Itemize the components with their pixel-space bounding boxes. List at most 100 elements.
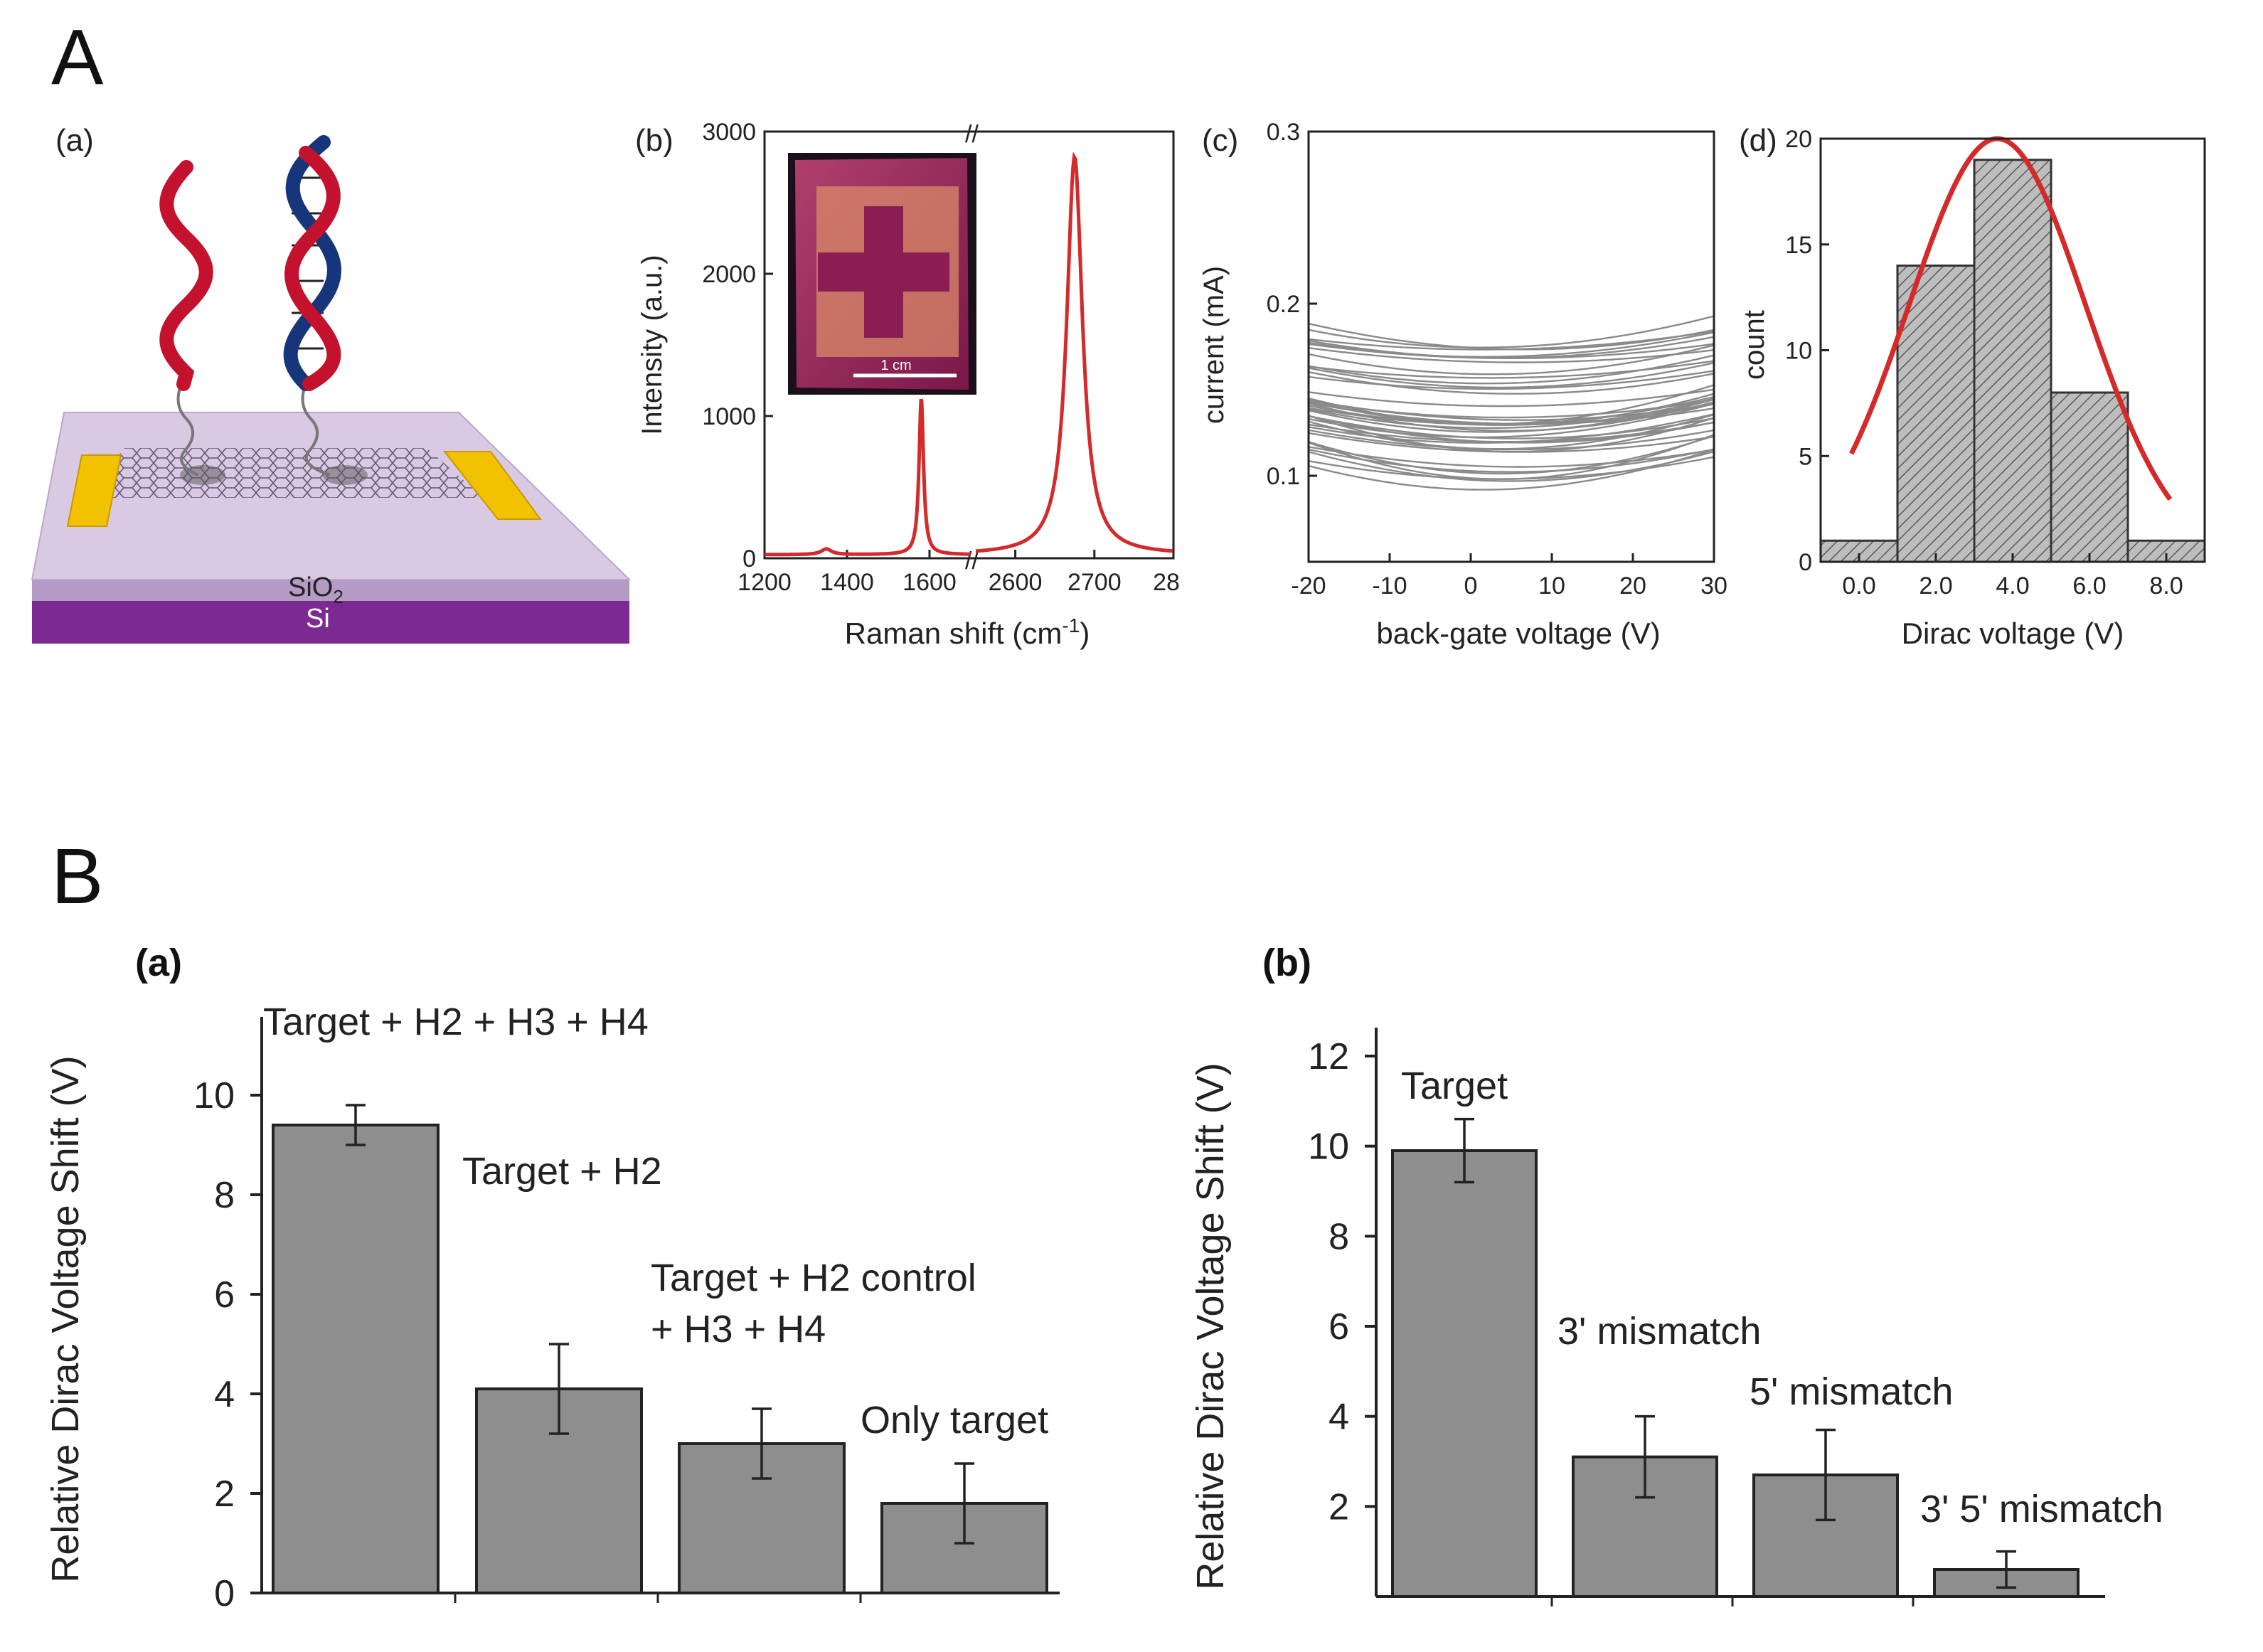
y-tick-label: 20 bbox=[1785, 126, 1812, 153]
dirac-histogram-chart: 0 5 10 15 20 0.0 2.0 4.0 6.0 8.0 count Dirac voltag… bbox=[1739, 126, 2206, 650]
bar bbox=[272, 1124, 440, 1594]
y-tick-label: 15 bbox=[1785, 232, 1812, 259]
transfer-curve bbox=[1309, 448, 1714, 473]
transfer-curve bbox=[1309, 354, 1714, 385]
x-tick-label: -20 bbox=[1291, 572, 1326, 599]
x-tick-label: 2700 bbox=[1067, 569, 1122, 596]
dsdna-hybrid bbox=[283, 135, 341, 391]
x-tick-label: -10 bbox=[1372, 572, 1407, 599]
y-tick-label: 8 bbox=[1328, 1216, 1349, 1257]
y-tick-label: 6 bbox=[214, 1274, 235, 1316]
x-axis-label: Dirac voltage (V) bbox=[1902, 617, 2124, 650]
layer-label-si: Si bbox=[306, 604, 330, 634]
si-substrate bbox=[32, 601, 629, 644]
plot-frame bbox=[763, 130, 1175, 560]
y-tick-label: 8 bbox=[214, 1175, 235, 1216]
gaussian-fit-line bbox=[1849, 136, 2173, 501]
inset-photo: 1 cm bbox=[788, 153, 976, 395]
transfer-curve bbox=[1309, 322, 1714, 351]
panel-label-Aa: (a) bbox=[55, 123, 94, 158]
y-tick-label: 0 bbox=[214, 1573, 235, 1614]
transfer-curve bbox=[1309, 432, 1714, 453]
voltage-shift-chart-b: 2 4 6 8 10 12 Target 3' mismatch 5' mismatch 3' 5… bbox=[1189, 1028, 2163, 1606]
y-tick-label: 0.1 bbox=[1267, 463, 1300, 490]
panel-label-Ba: (a) bbox=[135, 942, 182, 984]
bar-label: 3' mismatch bbox=[1558, 1310, 1761, 1353]
y-tick-label: 2 bbox=[214, 1474, 235, 1515]
probe-anchor-right bbox=[322, 465, 368, 485]
bar-label: Only target bbox=[861, 1399, 1048, 1441]
transfer-curve bbox=[1309, 315, 1714, 348]
histogram-bar bbox=[2050, 391, 2129, 563]
layer-label-sio2: SiO2 bbox=[288, 572, 344, 607]
inset-scale-label: 1 cm bbox=[880, 358, 911, 373]
transfer-curve bbox=[1309, 371, 1714, 395]
transfer-curve bbox=[1309, 388, 1714, 407]
y-tick-label: 4 bbox=[214, 1374, 235, 1415]
panel-label-Ac: (c) bbox=[1202, 123, 1238, 158]
transfer-curve bbox=[1309, 446, 1714, 468]
transfer-curve bbox=[1309, 399, 1714, 421]
electrode-left bbox=[66, 454, 122, 527]
y-tick-label: 1000 bbox=[702, 403, 756, 430]
panel-label-Ad: (d) bbox=[1739, 123, 1777, 158]
bar-label-line2: + H3 + H4 bbox=[651, 1308, 826, 1350]
transfer-curve bbox=[1309, 403, 1714, 438]
linker-left bbox=[176, 383, 199, 476]
voltage-shift-chart-a: 0 2 4 6 8 10 Target + H2 + H3 + H4 Target + H2 T… bbox=[44, 1001, 1060, 1614]
transfer-curve bbox=[1309, 343, 1714, 359]
x-tick-label: 28 bbox=[1153, 569, 1180, 596]
y-tick-label: 2 bbox=[1328, 1486, 1349, 1528]
transfer-curve bbox=[1309, 362, 1714, 389]
transfer-curve bbox=[1309, 450, 1714, 482]
histogram-bar bbox=[1973, 159, 2052, 563]
x-tick-label: 0 bbox=[1464, 572, 1478, 599]
panel-label-Ab: (b) bbox=[635, 123, 673, 158]
transfer-curve bbox=[1309, 415, 1714, 439]
transfer-curve bbox=[1309, 434, 1714, 480]
panel-letter-B: B bbox=[51, 833, 103, 920]
electrode-right bbox=[442, 451, 542, 520]
bar-label: Target + H2 control bbox=[651, 1257, 976, 1299]
y-axis-label: current (mA) bbox=[1198, 266, 1230, 424]
y-axis-label: count bbox=[1739, 310, 1770, 380]
y-axis-label: Intensity (a.u.) bbox=[637, 255, 668, 435]
x-tick-label: 10 bbox=[1538, 572, 1565, 599]
y-axis-label: Relative Dirac Voltage Shift (V) bbox=[1189, 1062, 1232, 1589]
x-tick-label: 6.0 bbox=[2072, 572, 2106, 599]
transfer-curve bbox=[1309, 449, 1714, 491]
x-tick-label: 4.0 bbox=[1996, 572, 2029, 599]
y-tick-label: 0 bbox=[742, 545, 756, 572]
linker-right bbox=[301, 383, 331, 476]
y-tick-label: 3000 bbox=[702, 119, 756, 146]
y-tick-label: 0.3 bbox=[1267, 119, 1300, 146]
x-tick-label: 2.0 bbox=[1919, 572, 1952, 599]
axis-break-top: // bbox=[965, 121, 979, 148]
bar bbox=[1391, 1149, 1538, 1598]
transfer-curve bbox=[1309, 398, 1714, 433]
transfer-curve bbox=[1309, 413, 1714, 444]
graphene-sheet bbox=[85, 448, 484, 498]
histogram-bar bbox=[1896, 265, 1976, 563]
bar-label: Target + H2 bbox=[462, 1150, 662, 1193]
device-schematic: SiO2 Si bbox=[31, 135, 632, 644]
raman-series-line bbox=[765, 398, 971, 557]
y-tick-label: 10 bbox=[1785, 338, 1812, 365]
bar-label: Target bbox=[1401, 1065, 1508, 1107]
plot-frame bbox=[1307, 130, 1715, 563]
y-tick-label: 10 bbox=[193, 1075, 235, 1117]
y-tick-label: 0.2 bbox=[1267, 291, 1300, 318]
sio2-side bbox=[32, 580, 629, 601]
y-tick-label: 6 bbox=[1328, 1306, 1349, 1348]
panel-label-Bb: (b) bbox=[1262, 942, 1311, 984]
x-tick-label: 30 bbox=[1700, 572, 1727, 599]
bar-label: 3' 5' mismatch bbox=[1920, 1488, 2163, 1530]
transfer-curve bbox=[1309, 435, 1714, 475]
y-tick-label: 2000 bbox=[702, 261, 756, 288]
bar-label: 5' mismatch bbox=[1750, 1370, 1953, 1413]
x-tick-label: 1200 bbox=[738, 569, 792, 596]
ssdna-probe bbox=[159, 160, 213, 391]
y-tick-label: 12 bbox=[1308, 1036, 1349, 1077]
bar-label: Target + H2 + H3 + H4 bbox=[263, 1001, 649, 1043]
